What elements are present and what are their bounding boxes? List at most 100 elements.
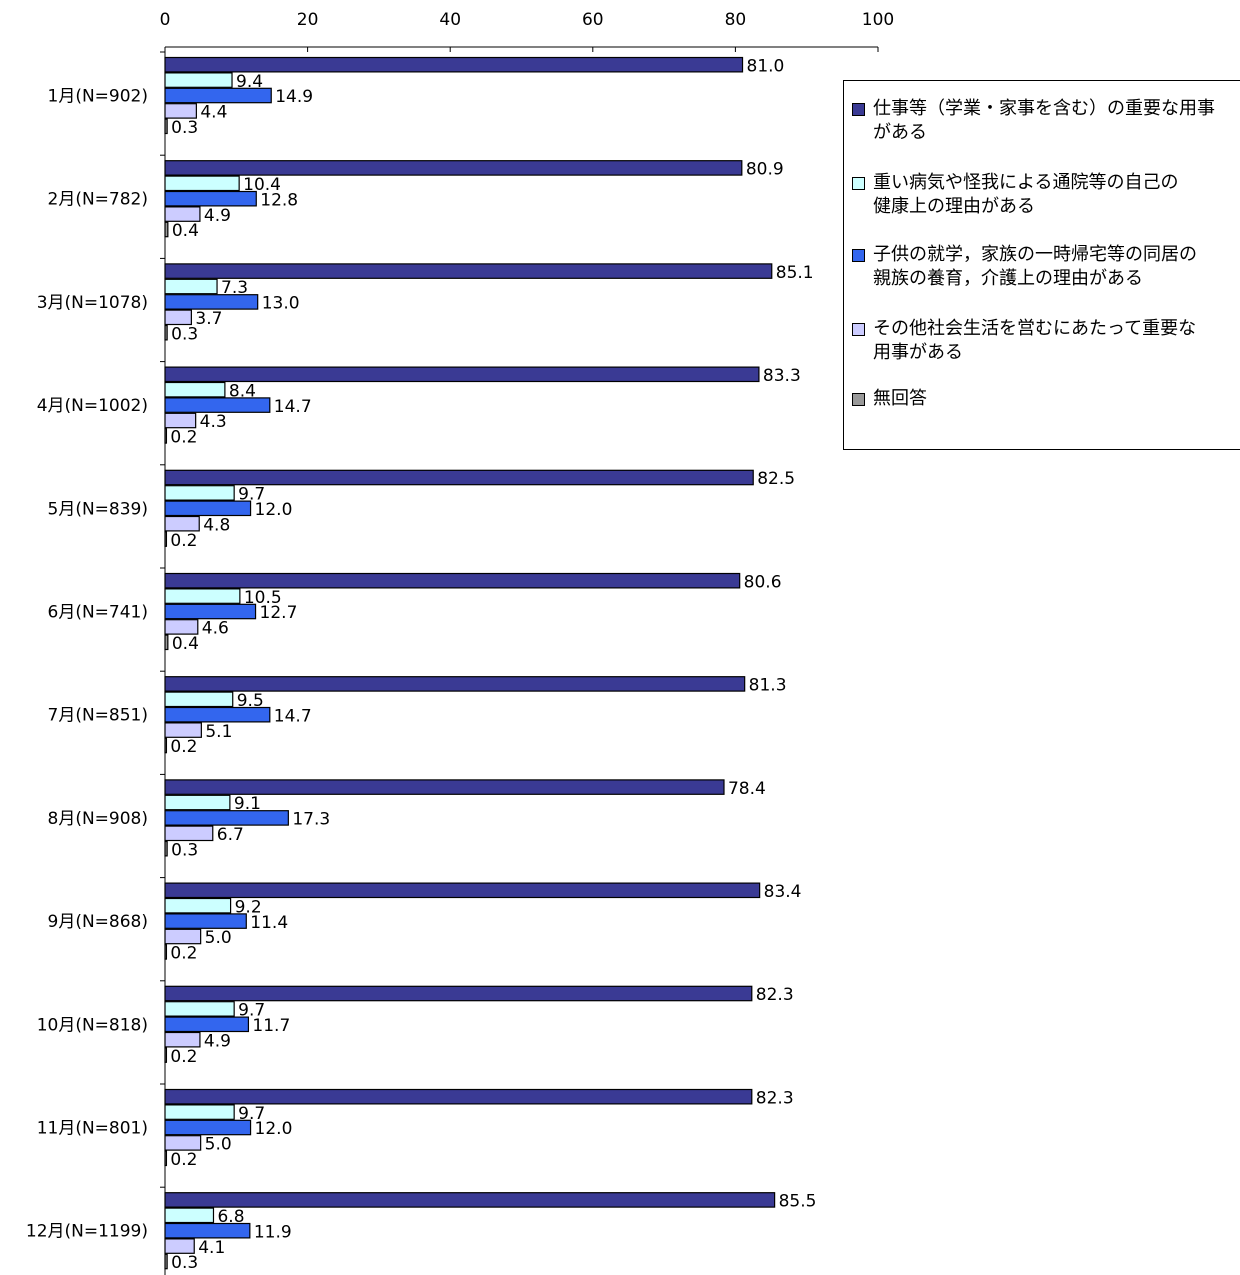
data-label: 7.3	[221, 278, 248, 298]
x-tick-label: 0	[160, 10, 171, 30]
bar-series-4	[164, 1253, 168, 1270]
legend-item-health: 重い病気や怪我による通院等の自己の 健康上の理由がある	[852, 171, 1237, 219]
x-tick-label: 80	[725, 10, 747, 30]
bar-series-4	[164, 428, 168, 444]
data-label: 12.8	[260, 190, 298, 210]
data-label: 9.2	[235, 897, 262, 917]
bar-series-0	[164, 1088, 753, 1105]
category-label: 1月(N=902)	[48, 87, 149, 107]
legend-swatch-family	[852, 249, 865, 262]
legend: 仕事等（学業・家事を含む）の重要な用事 がある 重い病気や怪我による通院等の自己…	[843, 80, 1240, 450]
legend-swatch-other	[852, 323, 865, 336]
data-label: 12.0	[255, 1119, 293, 1139]
data-label: 0.4	[172, 634, 199, 654]
bar-series-1	[164, 1104, 235, 1120]
data-label: 82.3	[756, 1088, 794, 1108]
bar-series-4	[164, 1047, 168, 1063]
legend-swatch-health	[852, 177, 865, 190]
data-label: 8.4	[229, 381, 256, 401]
data-label: 78.4	[728, 779, 766, 799]
data-label: 83.3	[763, 366, 801, 386]
bar-series-1	[164, 278, 218, 295]
category-label: 7月(N=851)	[48, 706, 149, 726]
bar-series-4	[164, 737, 168, 754]
bar-series-0	[164, 469, 754, 486]
bar-series-1	[164, 794, 231, 811]
bar-series-3	[164, 722, 202, 738]
category-label: 5月(N=839)	[48, 499, 149, 519]
category-label: 12月(N=1199)	[26, 1222, 148, 1242]
data-label: 82.5	[757, 469, 795, 489]
data-label: 9.7	[238, 1104, 265, 1124]
bar-series-0	[164, 56, 744, 73]
data-label: 80.9	[746, 160, 784, 180]
legend-label-other-line2: 用事がある	[873, 342, 963, 363]
bar-series-2	[164, 810, 289, 826]
data-label: 0.2	[170, 737, 197, 757]
bar-series-0	[164, 882, 761, 899]
data-label: 0.3	[171, 840, 198, 860]
bar-series-2	[164, 500, 252, 517]
category-label: 10月(N=818)	[37, 1015, 148, 1035]
bar-series-4	[164, 1150, 168, 1167]
bar-series-0	[164, 160, 743, 176]
bar-series-2	[164, 603, 257, 620]
legend-label-no-answer: 無回答	[873, 388, 927, 409]
bar-series-3	[164, 1031, 201, 1048]
data-label: 9.4	[236, 72, 263, 92]
bar-series-2	[164, 397, 271, 413]
bar-series-1	[164, 72, 233, 88]
data-label: 85.1	[776, 263, 814, 283]
data-label: 6.7	[217, 825, 244, 845]
data-label: 9.7	[238, 485, 265, 505]
bar-series-0	[164, 263, 773, 279]
data-label: 4.8	[203, 515, 230, 535]
bar-series-0	[164, 676, 746, 692]
data-label: 83.4	[764, 882, 802, 902]
legend-item-no-answer: 無回答	[852, 387, 1237, 411]
x-tick-label: 60	[582, 10, 604, 30]
category-label: 9月(N=868)	[48, 912, 149, 932]
bar-series-3	[164, 1238, 195, 1254]
data-label: 9.5	[237, 691, 264, 711]
bar-series-1	[164, 381, 226, 398]
bar-series-1	[164, 691, 234, 708]
bar-series-2	[164, 87, 272, 104]
bar-series-4	[164, 531, 168, 547]
data-label: 3.7	[195, 309, 222, 329]
category-label: 4月(N=1002)	[37, 396, 148, 416]
bar-series-3	[164, 412, 197, 429]
data-label: 14.7	[274, 706, 312, 726]
bar-series-2	[164, 1222, 251, 1239]
legend-swatch-work	[852, 103, 865, 116]
x-tick-label: 100	[862, 10, 894, 30]
data-label: 4.4	[200, 103, 227, 123]
data-label: 11.7	[252, 1016, 290, 1036]
bar-series-2	[164, 294, 259, 310]
legend-item-family: 子供の就学，家族の一時帰宅等の同居の 親族の養育，介護上の理由がある	[852, 243, 1237, 291]
data-label: 14.9	[275, 87, 313, 107]
bar-series-1	[164, 588, 241, 604]
data-label: 0.2	[170, 428, 197, 448]
bar-series-0	[164, 572, 741, 589]
bar-series-4	[164, 840, 168, 857]
data-label: 13.0	[262, 294, 300, 314]
bar-series-3	[164, 619, 199, 635]
data-label: 0.2	[170, 531, 197, 551]
data-label: 11.9	[254, 1222, 292, 1242]
bar-series-1	[164, 897, 232, 914]
data-label: 0.2	[170, 1150, 197, 1170]
bar-series-1	[164, 1207, 215, 1224]
bar-series-3	[164, 515, 200, 532]
bars	[164, 56, 776, 1270]
data-label: 0.2	[170, 1047, 197, 1067]
legend-label-health-line2: 健康上の理由がある	[873, 196, 1035, 217]
x-axis: 0 20 40 60 80 100	[160, 10, 894, 1275]
legend-label-family-line1: 子供の就学，家族の一時帰宅等の同居の	[873, 244, 1197, 265]
data-label: 12.7	[260, 603, 298, 623]
data-label: 4.6	[202, 619, 229, 639]
data-label: 4.9	[204, 1031, 231, 1051]
legend-label-health-line1: 重い病気や怪我による通院等の自己の	[873, 172, 1179, 193]
legend-swatch-no-answer	[852, 393, 865, 406]
